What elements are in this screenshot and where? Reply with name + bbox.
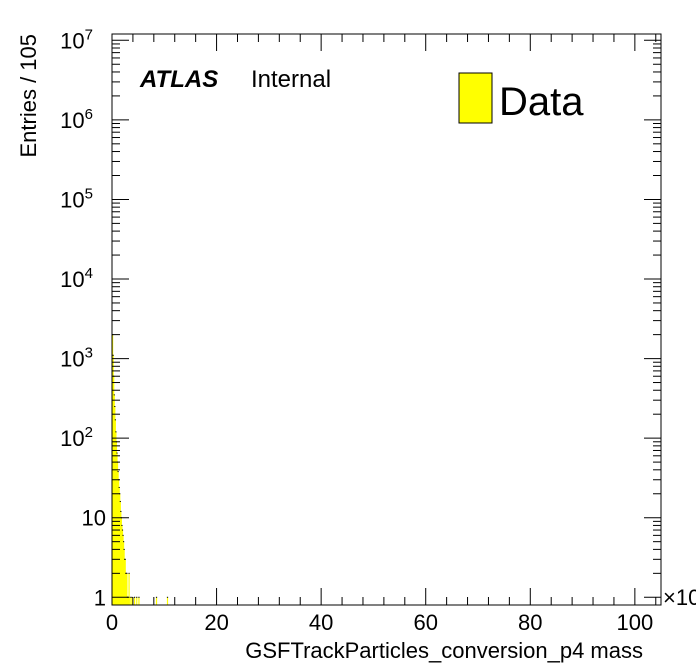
histogram-bars (112, 334, 169, 605)
histogram-bar (126, 573, 128, 605)
legend-label-data: Data (499, 80, 584, 124)
y-tick-label: 102 (60, 424, 93, 451)
atlas-label: ATLAS (139, 66, 218, 93)
x-tick-label: 20 (204, 610, 228, 635)
x-tick-label: 80 (518, 610, 542, 635)
x-tick-label: 40 (309, 610, 333, 635)
axis-ticks (111, 34, 661, 605)
legend: Data (458, 72, 584, 124)
internal-label: Internal (251, 66, 331, 93)
histogram-bar (133, 597, 136, 605)
histogram-bar (138, 597, 140, 605)
histogram-bar (129, 597, 131, 605)
y-tick-labels: 1 10 102 103 104 105 106 107 (60, 26, 106, 610)
x-tick-labels: 0 20 40 60 80 100 (106, 610, 653, 635)
y-tick-label: 10 (82, 506, 106, 531)
histogram-bar (131, 597, 133, 605)
x-tick-label: 0 (106, 610, 118, 635)
plot-frame (111, 33, 662, 606)
y-tick-label: 1 (94, 585, 106, 610)
x-tick-label: 60 (413, 610, 437, 635)
y-axis-title: Entries / 105 (16, 34, 41, 158)
x-tick-label: 100 (616, 610, 653, 635)
x-axis-title: GSFTrackParticles_conversion_p4 mass (245, 638, 643, 663)
x-axis-multiplier: ×103 (663, 583, 696, 610)
histogram-bar (155, 597, 158, 605)
histogram-bar (128, 573, 130, 605)
histogram-bar (166, 597, 169, 605)
y-tick-label: 107 (60, 26, 93, 53)
histogram-bar (127, 597, 129, 605)
y-tick-label: 104 (60, 265, 93, 292)
legend-swatch-data (458, 72, 493, 124)
y-tick-label: 105 (60, 185, 93, 212)
y-tick-label: 106 (60, 106, 93, 133)
histogram-bar (136, 597, 138, 605)
y-tick-label: 103 (60, 345, 93, 372)
